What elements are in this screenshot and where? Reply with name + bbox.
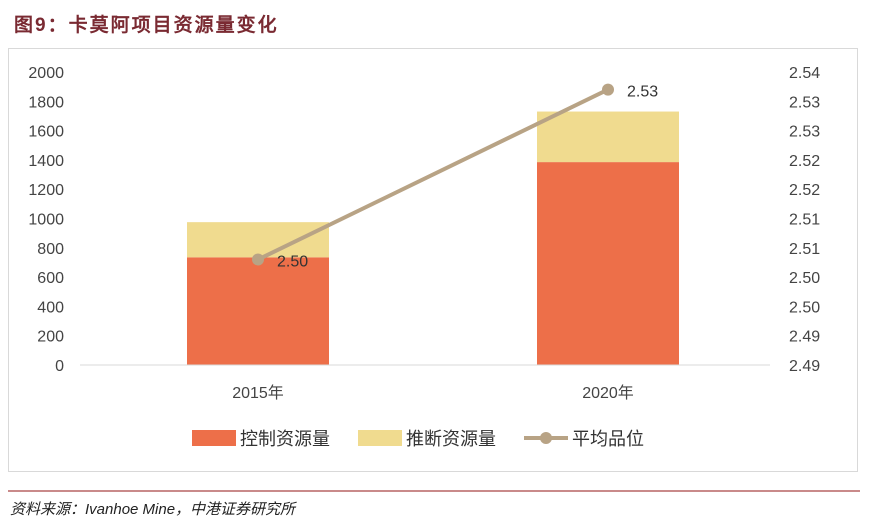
y2-tick-label: 2.51 [789, 241, 820, 258]
chart: 0 200 400 600 800 1000 1200 1400 1600 1800 2000 2.4… [28, 65, 820, 449]
bar-推断资源量 [187, 222, 329, 258]
legend-marker [540, 432, 552, 444]
y-tick-label: 200 [37, 329, 64, 346]
legend-swatch [358, 430, 402, 446]
y-tick-label: 1200 [28, 182, 64, 199]
chart-frame [8, 48, 858, 472]
legend-swatch [192, 430, 236, 446]
y2-tick-label: 2.50 [789, 270, 820, 287]
bar-控制资源量 [187, 257, 329, 365]
y-tick-label: 0 [55, 358, 64, 375]
chart-title: 图9：卡莫阿项目资源量变化 [14, 15, 279, 36]
x-tick-label: 2015年 [232, 384, 284, 402]
y2-tick-label: 2.52 [789, 182, 820, 199]
legend-label: 推断资源量 [406, 429, 496, 449]
y-tick-label: 1800 [28, 94, 64, 111]
y2-tick-label: 2.53 [789, 94, 820, 111]
bar-推断资源量 [537, 111, 679, 163]
line-series [257, 87, 609, 262]
data-label: 2.53 [627, 84, 658, 101]
y2-tick-label: 2.52 [789, 153, 820, 170]
x-tick-label: 2020年 [582, 384, 634, 402]
line-point [602, 83, 614, 96]
y-tick-label: 800 [37, 241, 64, 258]
data-label: 2.50 [277, 254, 308, 271]
y2-tick-label: 2.53 [789, 124, 820, 141]
y2-tick-label: 2.50 [789, 299, 820, 316]
bar-控制资源量 [537, 162, 679, 365]
legend-label: 平均品位 [572, 429, 644, 449]
source-note: 资料来源：Ivanhoe Mine，中港证券研究所 [10, 501, 296, 518]
y-tick-label: 2000 [28, 65, 64, 82]
y-tick-label: 400 [37, 299, 64, 316]
legend-label: 控制资源量 [240, 429, 330, 449]
y2-tick-label: 2.51 [789, 212, 820, 229]
y-tick-label: 1400 [28, 153, 64, 170]
y-tick-label: 600 [37, 270, 64, 287]
y2-tick-label: 2.54 [789, 65, 820, 82]
y-tick-label: 1000 [28, 212, 64, 229]
divider [8, 490, 860, 492]
y2-tick-label: 2.49 [789, 358, 820, 375]
y2-tick-label: 2.49 [789, 329, 820, 346]
line-point [252, 253, 264, 266]
y-tick-label: 1600 [28, 124, 64, 141]
